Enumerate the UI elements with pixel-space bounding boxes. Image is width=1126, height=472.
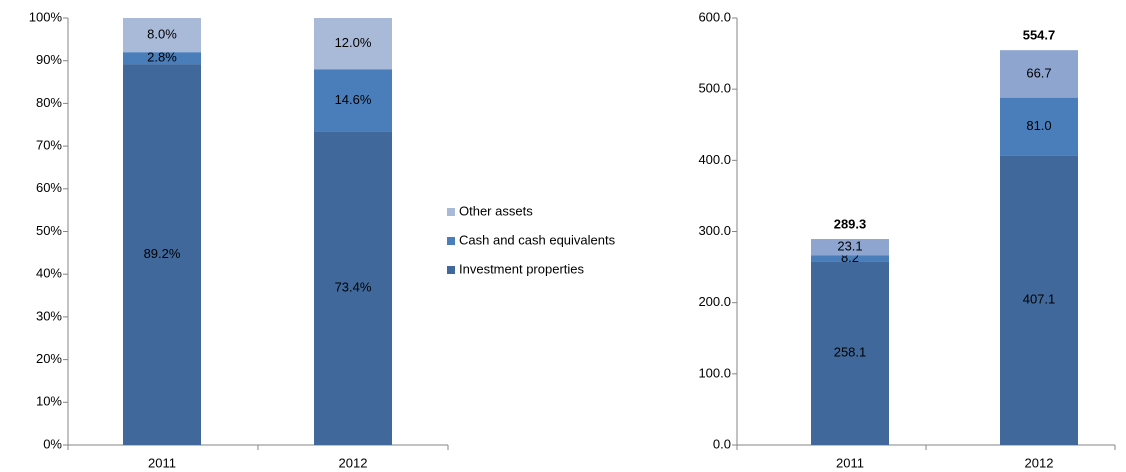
bar-segment bbox=[123, 52, 201, 65]
data-label: 12.0% bbox=[335, 35, 372, 50]
y-tick-label: 500.0 bbox=[698, 81, 731, 96]
y-tick-label: 50% bbox=[36, 223, 62, 238]
bar-segment bbox=[1000, 50, 1078, 98]
bar-segment bbox=[1000, 97, 1078, 156]
bar-segment bbox=[811, 261, 889, 445]
y-tick-label: 100.0 bbox=[698, 365, 731, 380]
data-label: 407.1 bbox=[1023, 292, 1056, 307]
legend-swatch bbox=[447, 237, 455, 245]
data-label: 81.0 bbox=[1026, 118, 1051, 133]
y-tick-label: 40% bbox=[36, 266, 62, 281]
y-tick-label: 600.0 bbox=[698, 9, 731, 24]
legend-label: Other assets bbox=[459, 203, 533, 218]
data-label: 258.1 bbox=[834, 345, 867, 360]
bar-segment bbox=[314, 131, 392, 445]
data-label: 23.1 bbox=[837, 239, 862, 254]
y-tick-label: 400.0 bbox=[698, 152, 731, 167]
y-tick-label: 90% bbox=[36, 52, 62, 67]
x-tick-label: 2012 bbox=[339, 455, 368, 470]
legend-label: Investment properties bbox=[459, 261, 585, 276]
y-tick-label: 10% bbox=[36, 394, 62, 409]
data-label: 8.0% bbox=[147, 27, 177, 42]
data-label: 66.7 bbox=[1026, 65, 1051, 80]
bar-segment bbox=[1000, 155, 1078, 445]
total-label: 554.7 bbox=[1023, 28, 1056, 43]
bar-segment bbox=[811, 255, 889, 262]
y-tick-label: 60% bbox=[36, 180, 62, 195]
bar-segment bbox=[314, 69, 392, 132]
y-tick-label: 100% bbox=[29, 9, 63, 24]
data-label: 73.4% bbox=[335, 280, 372, 295]
y-tick-label: 80% bbox=[36, 95, 62, 110]
y-tick-label: 70% bbox=[36, 138, 62, 153]
y-tick-label: 0% bbox=[43, 436, 62, 451]
data-label: 14.6% bbox=[335, 92, 372, 107]
y-tick-label: 0.0 bbox=[713, 436, 731, 451]
legend-swatch bbox=[447, 208, 455, 216]
total-label: 289.3 bbox=[834, 216, 867, 231]
data-label: 2.8% bbox=[147, 50, 177, 65]
legend-swatch bbox=[447, 266, 455, 274]
bar-segment bbox=[123, 18, 201, 53]
legend-label: Cash and cash equivalents bbox=[459, 232, 616, 247]
data-label: 89.2% bbox=[144, 246, 181, 261]
x-tick-label: 2011 bbox=[148, 455, 176, 470]
y-tick-label: 300.0 bbox=[698, 223, 731, 238]
y-tick-label: 200.0 bbox=[698, 294, 731, 309]
bar-segment bbox=[811, 239, 889, 256]
x-tick-label: 2011 bbox=[836, 455, 864, 470]
y-tick-label: 20% bbox=[36, 351, 62, 366]
bar-segment bbox=[314, 18, 392, 70]
bar-segment bbox=[123, 64, 201, 445]
y-tick-label: 30% bbox=[36, 308, 62, 323]
x-tick-label: 2012 bbox=[1025, 455, 1054, 470]
